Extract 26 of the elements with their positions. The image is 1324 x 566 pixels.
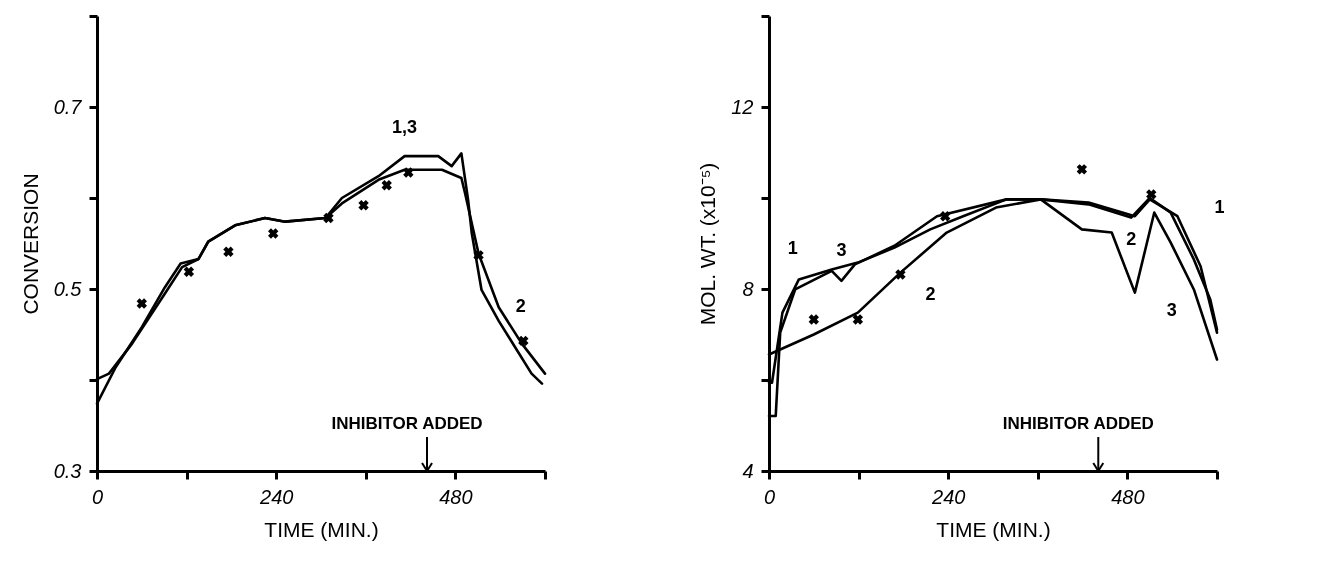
- x-tick-label: 0: [91, 485, 104, 508]
- series-label: 2: [1126, 228, 1137, 249]
- series-label: 1: [787, 238, 798, 259]
- y-tick-label: 0.7: [53, 95, 83, 118]
- y-tick-label: 12: [731, 95, 754, 118]
- series-label: 2: [515, 296, 526, 317]
- text: 3: [1166, 300, 1177, 321]
- x-axis-title: TIME (MIN.): [936, 517, 1051, 541]
- y-tick-label: 0.3: [53, 459, 82, 482]
- y-axis-title: MOL. WT. (x10⁻⁵): [696, 162, 720, 326]
- series-label: 1,3: [392, 117, 418, 138]
- x-axis-title: TIME (MIN.): [264, 517, 379, 541]
- y-tick-label: 0.5: [53, 277, 83, 300]
- text: 1: [1214, 197, 1225, 218]
- ref-line-label: INHIBITOR ADDED: [331, 414, 483, 433]
- x-tick-label: 480: [1111, 485, 1145, 508]
- text: 2: [925, 283, 936, 304]
- y-axis-title: CONVERSION: [18, 173, 42, 315]
- x-tick-label: 240: [931, 485, 966, 508]
- x-tick-label: 240: [259, 485, 294, 508]
- y-tick-label: 4: [742, 459, 754, 482]
- y-tick-label: 8: [742, 277, 754, 300]
- series-label: 3: [836, 239, 847, 260]
- x-tick-label: 480: [439, 485, 473, 508]
- ref-line-label: INHIBITOR ADDED: [1002, 414, 1154, 433]
- x-tick-label: 0: [763, 485, 776, 508]
